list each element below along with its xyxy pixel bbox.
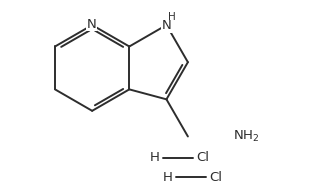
Text: H: H: [162, 171, 172, 184]
Text: H: H: [168, 12, 176, 22]
Text: H: H: [150, 151, 160, 164]
Text: Cl: Cl: [209, 171, 222, 184]
Text: N: N: [162, 19, 171, 31]
Text: Cl: Cl: [196, 151, 209, 164]
Text: NH$_2$: NH$_2$: [233, 129, 259, 144]
Text: N: N: [86, 18, 96, 31]
